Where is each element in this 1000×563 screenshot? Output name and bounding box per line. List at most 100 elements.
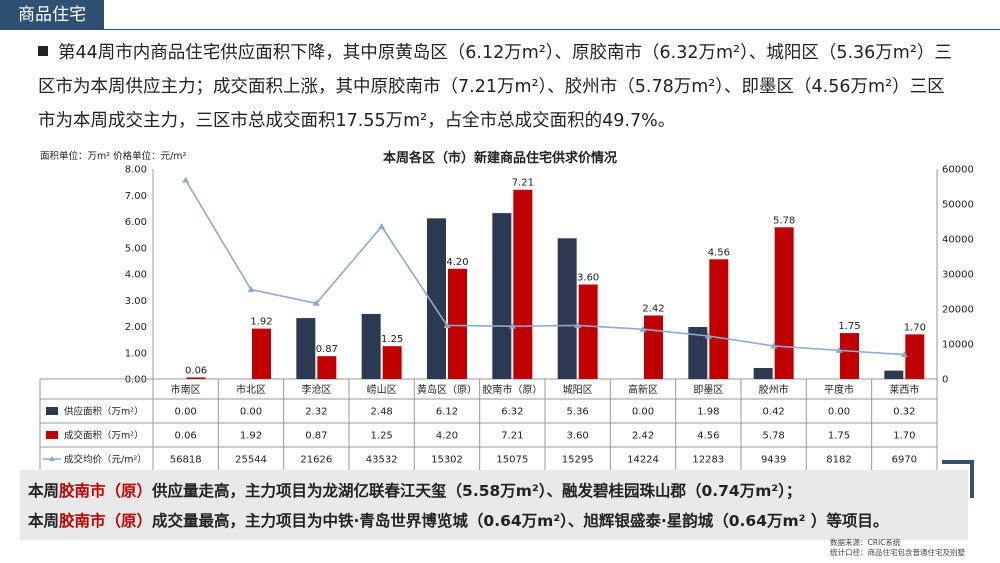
deal-data-label: 1.75: [838, 321, 860, 332]
price-point: [704, 332, 712, 339]
supply-bar: [753, 367, 773, 379]
table-cell-value: 5.36: [567, 407, 589, 418]
highlight-1-post: 供应量走高，主力项目为龙湖亿联春江天玺（5.58万m²）、融发碧桂园珠山郡（0.…: [152, 482, 802, 500]
deal-data-label: 0.06: [185, 365, 207, 376]
table-cell-value: 7.21: [501, 431, 523, 442]
source-note: 数据来源：CRIC系统 统计口径：商品住宅包含普通住宅及别墅: [830, 538, 965, 558]
x-category-label: 黄岛区（原）: [417, 383, 477, 396]
left-tick-label: 1.00: [125, 348, 147, 359]
deal-data-label: 0.87: [316, 344, 338, 355]
x-category-label: 城阳区: [563, 384, 593, 396]
x-category-label: 即墨区: [693, 384, 723, 396]
legend-swatch: [46, 407, 58, 415]
unit-label: 面积单位：万m² 价格单位：元/m²: [40, 151, 187, 162]
supply-bar: [427, 218, 446, 379]
right-tick-label: 20000: [942, 305, 974, 316]
x-category-label: 胶州市: [759, 383, 789, 396]
table-cell-value: 1.25: [371, 431, 393, 442]
corner-bracket-vertical: [970, 460, 974, 498]
bullet-square-icon: [38, 46, 48, 56]
legend-series-name: 供应面积（万m²）: [64, 406, 144, 418]
supply-bar: [884, 370, 904, 379]
table-cell-value: 56818: [170, 455, 202, 466]
table-cell-value: 0.00: [240, 407, 262, 418]
deal-data-label: 3.60: [577, 273, 599, 284]
legend-series-name: 成交面积（万m²）: [64, 430, 144, 442]
x-category-label: 平度市: [824, 383, 854, 396]
legend-marker: [49, 456, 55, 461]
deal-bar: [382, 346, 402, 379]
source-line-2: 统计口径：商品住宅包含普通住宅及别墅: [830, 548, 965, 557]
supply-bar: [492, 213, 512, 379]
table-cell-value: 2.32: [305, 407, 327, 418]
summary-paragraph: 第44周市内商品住宅供应面积下降，其中原黄岛区（6.12万m²）、原胶南市（6.…: [38, 36, 958, 138]
deal-data-label: 4.20: [446, 257, 468, 268]
table-cell-value: 0.00: [828, 407, 850, 418]
table-cell-value: 8182: [826, 455, 851, 466]
highlight-2-post: 成交量最高，主力项目为中铁·青岛世界博览城（0.64万m²）、旭辉银盛泰·星韵城…: [152, 512, 889, 530]
section-tag: 商品住宅: [0, 0, 104, 30]
x-category-label: 市南区: [171, 383, 201, 396]
table-cell-value: 4.20: [436, 431, 458, 442]
table-cell-value: 2.42: [632, 431, 654, 442]
right-tick-label: 40000: [942, 235, 974, 246]
highlight-note: 本周胶南市（原）供应量走高，主力项目为龙湖亿联春江天玺（5.58万m²）、融发碧…: [20, 470, 968, 540]
right-tick-label: 30000: [942, 270, 974, 281]
table-cell-value: 3.60: [567, 431, 589, 442]
price-point: [508, 322, 516, 329]
table-cell-value: 15075: [496, 455, 528, 466]
supply-bar: [361, 313, 381, 379]
deal-bar: [317, 356, 337, 379]
deal-bar: [186, 377, 206, 379]
table-cell-value: 5.78: [763, 431, 785, 442]
x-category-label: 高新区: [628, 383, 658, 396]
deal-bar: [644, 315, 663, 379]
price-point: [900, 351, 908, 358]
table-cell-value: 6970: [892, 455, 917, 466]
highlight-2-red: 胶南市（原）: [59, 512, 153, 530]
x-category-label: 崂山区: [367, 384, 397, 396]
table-cell-value: 1.70: [893, 431, 915, 442]
table-cell-value: 6.32: [501, 407, 523, 418]
highlight-line-1: 本周胶南市（原）供应量走高，主力项目为龙湖亿联春江天玺（5.58万m²）、融发碧…: [28, 476, 968, 506]
table-cell-value: 0.32: [893, 407, 915, 418]
price-point: [182, 176, 190, 183]
table-cell-value: 0.06: [175, 431, 197, 442]
table-cell-value: 1.75: [828, 431, 850, 442]
deal-data-label: 2.42: [642, 303, 664, 314]
table-cell-value: 0.42: [763, 407, 785, 418]
right-tick-label: 50000: [942, 200, 974, 211]
table-cell-value: 0.00: [175, 407, 197, 418]
table-cell-value: 12283: [692, 455, 724, 466]
deal-bar: [448, 268, 467, 379]
deal-bar: [774, 227, 794, 379]
highlight-2-pre: 本周: [28, 512, 60, 530]
table-cell-value: 9439: [761, 455, 786, 466]
left-tick-label: 7.00: [125, 191, 147, 202]
highlight-line-2: 本周胶南市（原）成交量最高，主力项目为中铁·青岛世界博览城（0.64万m²）、旭…: [28, 506, 968, 536]
x-category-label: 莱西市: [889, 383, 919, 396]
price-point: [835, 346, 843, 353]
highlight-1-red: 胶南市（原）: [59, 482, 153, 500]
supply-bar: [688, 327, 708, 379]
supply-bar: [296, 318, 316, 379]
table-cell-value: 1.92: [240, 431, 262, 442]
price-point: [639, 325, 647, 332]
legend-swatch: [46, 431, 58, 439]
deal-bar: [709, 259, 729, 379]
deal-bar: [513, 189, 533, 379]
table-cell-value: 6.12: [436, 407, 458, 418]
table-cell-value: 43532: [366, 455, 398, 466]
summary-text: 第44周市内商品住宅供应面积下降，其中原黄岛区（6.12万m²）、原胶南市（6.…: [38, 43, 952, 131]
header-rule: [104, 29, 1000, 30]
deal-data-label: 1.25: [381, 334, 403, 345]
supply-bar: [557, 238, 577, 379]
left-tick-label: 3.00: [125, 296, 147, 307]
left-tick-label: 6.00: [125, 217, 147, 228]
table-cell-value: 0.87: [305, 431, 327, 442]
left-tick-label: 2.00: [125, 322, 147, 333]
deal-data-label: 1.92: [250, 317, 272, 328]
x-category-label: 胶南市（原）: [482, 383, 542, 396]
source-line-1: 数据来源：CRIC系统: [830, 538, 901, 547]
table-cell-value: 25544: [235, 455, 267, 466]
